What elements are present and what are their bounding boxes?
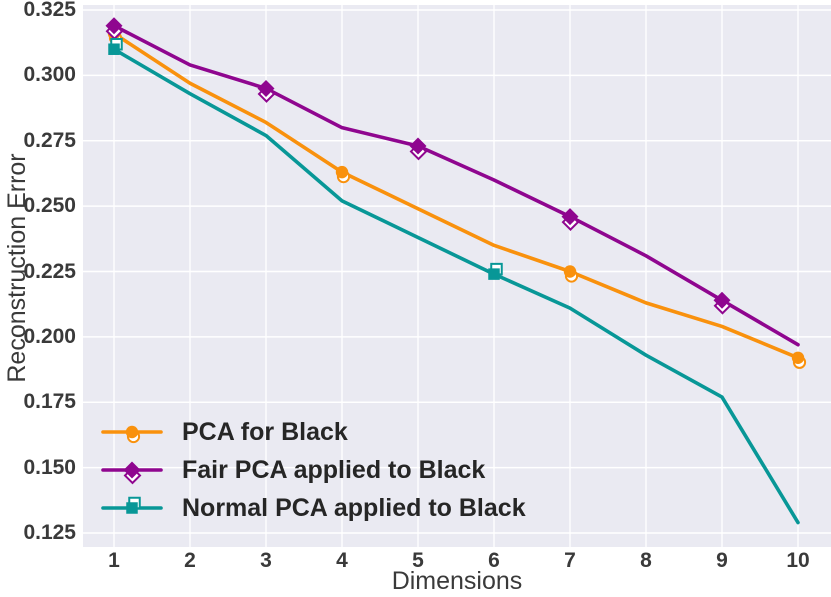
legend-label: Normal PCA applied to Black (182, 494, 526, 522)
x-tick-label: 5 (412, 549, 424, 572)
data-point-circle-marker (125, 425, 139, 439)
legend-line-sample (101, 461, 163, 485)
legend-label: Fair PCA applied to Black (182, 456, 486, 484)
data-point-circle-marker (335, 165, 349, 179)
data-point-diamond-marker (713, 291, 731, 309)
data-point-diamond-marker (123, 461, 141, 479)
data-point-diamond-marker (561, 208, 579, 226)
x-tick-label: 8 (640, 549, 652, 572)
x-tick-label: 4 (336, 549, 348, 572)
y-axis-label: Reconstruction Error (3, 153, 31, 383)
legend-item: Fair PCA applied to Black (101, 451, 526, 489)
series-line (112, 31, 800, 360)
y-tick-label: 0.225 (23, 259, 76, 283)
legend: PCA for Black Fair PCA applied to Black No… (101, 413, 526, 527)
x-tick-label: 7 (564, 549, 576, 572)
series-line (112, 47, 800, 525)
legend-line-sample (101, 496, 163, 514)
plot-area-background (83, 5, 831, 547)
y-tick-label: 0.175 (23, 390, 76, 414)
x-tick-label: 6 (488, 549, 500, 572)
legend-item: PCA for Black (101, 413, 526, 451)
data-point-circle-marker (791, 351, 805, 364)
legend-line-sample (101, 425, 163, 444)
data-point-diamond-marker (105, 17, 123, 35)
x-axis-label: Dimensions (391, 567, 523, 595)
data-point-square-marker (126, 502, 138, 514)
y-tick-label: 0.200 (23, 324, 76, 348)
data-point-circle-marker (563, 265, 577, 278)
x-tick-label: 9 (716, 549, 728, 572)
y-tick-label: 0.250 (23, 194, 76, 218)
legend-item: Normal PCA applied to Black (101, 489, 526, 527)
y-tick-label: 0.275 (23, 128, 76, 152)
data-point-diamond-marker (257, 79, 275, 97)
x-tick-label: 2 (184, 549, 196, 572)
y-tick-label: 0.300 (23, 63, 76, 87)
y-tick-label: 0.150 (23, 455, 76, 479)
series-line (112, 23, 800, 347)
y-tick-label: 0.125 (23, 521, 76, 544)
data-point-diamond-marker (409, 137, 427, 155)
data-point-square-marker (108, 43, 120, 55)
legend-label: PCA for Black (182, 418, 348, 446)
data-point-square-marker (488, 268, 500, 280)
x-tick-label: 3 (260, 549, 272, 572)
x-tick-label: 10 (786, 549, 810, 572)
y-tick-label: 0.325 (23, 0, 76, 21)
x-tick-label: 1 (108, 549, 120, 572)
